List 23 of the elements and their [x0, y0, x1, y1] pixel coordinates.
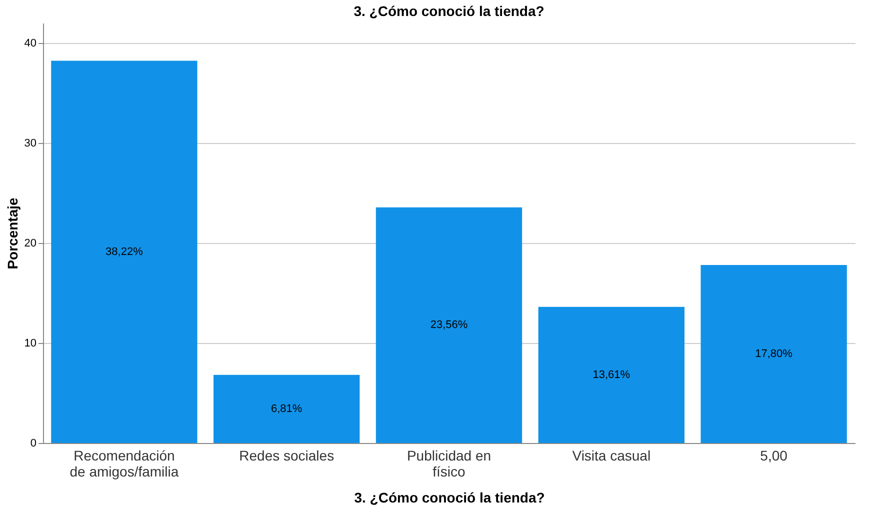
y-tick-label: 30: [24, 138, 36, 150]
data-label: 23,56%: [430, 319, 468, 332]
data-label: 6,81%: [271, 402, 302, 415]
x-tick-label: Redes sociales: [239, 448, 334, 464]
x-tick-label: Recomendación de amigos/familia: [70, 448, 179, 480]
bar: [376, 207, 522, 443]
bar: [700, 265, 847, 443]
x-tick-label: Visita casual: [572, 448, 651, 464]
bar: [538, 306, 684, 443]
chart-title: 3. ¿Cómo conoció la tienda?: [354, 3, 544, 19]
data-label: 38,22%: [106, 246, 144, 258]
y-tick-label: 40: [24, 38, 36, 50]
y-tick-label: 20: [24, 238, 36, 250]
bar: [214, 374, 360, 443]
bar: [51, 60, 198, 443]
y-tick-label: 0: [30, 438, 36, 450]
y-axis-title: Porcentaje: [4, 197, 20, 270]
y-tick-label: 10: [24, 338, 36, 350]
data-label: 17,80%: [755, 348, 793, 360]
x-tick-label: Publicidad en físico: [406, 448, 492, 480]
x-tick-label: 5,00: [760, 448, 788, 464]
data-label: 13,61%: [592, 368, 630, 381]
x-axis-title: 3. ¿Cómo conoció la tienda?: [354, 490, 545, 506]
